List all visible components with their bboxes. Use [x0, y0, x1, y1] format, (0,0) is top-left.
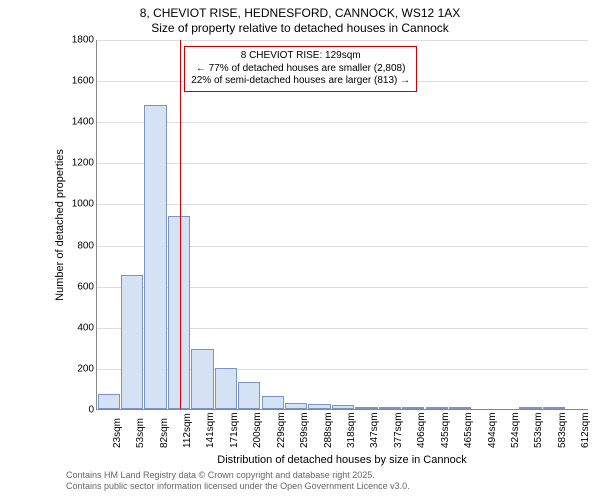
histogram-bar	[262, 396, 284, 409]
plot-area: 8 CHEVIOT RISE: 129sqm← 77% of detached …	[96, 40, 588, 410]
x-tick: 200sqm	[252, 412, 263, 448]
callout-box: 8 CHEVIOT RISE: 129sqm← 77% of detached …	[184, 46, 417, 92]
x-tick: 494sqm	[487, 412, 498, 448]
x-tick: 465sqm	[463, 412, 474, 448]
callout-line: 8 CHEVIOT RISE: 129sqm	[191, 50, 410, 63]
bars-group	[97, 40, 588, 409]
x-tick: 171sqm	[229, 412, 240, 448]
histogram-bar	[402, 407, 424, 409]
histogram-bar	[121, 275, 143, 409]
histogram-bar	[98, 394, 120, 409]
x-tick: 583sqm	[557, 412, 568, 448]
y-tick: 1000	[66, 199, 94, 210]
histogram-bar	[144, 105, 166, 409]
histogram-bar	[168, 216, 190, 409]
y-tick: 800	[66, 240, 94, 251]
x-tick: 318sqm	[346, 412, 357, 448]
y-tick: 1400	[66, 117, 94, 128]
x-tick: 141sqm	[205, 412, 216, 448]
y-tick: 1600	[66, 76, 94, 87]
y-tick: 200	[66, 363, 94, 374]
histogram-bar	[285, 403, 307, 409]
histogram-bar	[519, 407, 541, 409]
y-tick: 1800	[66, 35, 94, 46]
y-axis-label: Number of detached properties	[52, 40, 68, 410]
histogram-bar	[543, 407, 565, 409]
x-tick: 524sqm	[510, 412, 521, 448]
x-tick: 347sqm	[369, 412, 380, 448]
histogram-bar	[238, 382, 260, 409]
x-tick: 435sqm	[440, 412, 451, 448]
x-tick: 82sqm	[159, 418, 170, 448]
y-tick: 400	[66, 322, 94, 333]
callout-line: ← 77% of detached houses are smaller (2,…	[191, 63, 410, 76]
histogram-bar	[426, 407, 448, 409]
histogram-bar	[308, 404, 330, 409]
reference-line	[180, 40, 181, 409]
histogram-bar	[215, 368, 237, 409]
x-tick: 612sqm	[580, 412, 591, 448]
x-tick: 288sqm	[323, 412, 334, 448]
y-tick: 0	[66, 405, 94, 416]
callout-line: 22% of semi-detached houses are larger (…	[191, 75, 410, 88]
y-tick: 1200	[66, 158, 94, 169]
x-tick: 406sqm	[416, 412, 427, 448]
y-axis-ticks: 020040060080010001200140016001800	[68, 40, 96, 410]
x-tick: 259sqm	[299, 412, 310, 448]
y-tick: 600	[66, 281, 94, 292]
x-tick: 23sqm	[112, 418, 123, 448]
page-title-line1: 8, CHEVIOT RISE, HEDNESFORD, CANNOCK, WS…	[0, 0, 600, 20]
histogram-bar	[332, 405, 354, 409]
attribution-text: Contains HM Land Registry data © Crown c…	[66, 470, 410, 496]
chart-container: Number of detached properties 0200400600…	[48, 40, 588, 410]
histogram-bar	[191, 349, 213, 409]
histogram-bar	[379, 407, 401, 409]
x-tick: 377sqm	[393, 412, 404, 448]
x-tick: 53sqm	[135, 418, 146, 448]
x-axis-ticks: 23sqm 53sqm 82sqm 112sqm 141sqm 171sqm 200sqm 2…	[96, 410, 588, 450]
histogram-bar	[355, 407, 377, 409]
x-tick: 229sqm	[276, 412, 287, 448]
x-tick: 553sqm	[533, 412, 544, 448]
histogram-bar	[449, 407, 471, 409]
x-tick: 112sqm	[182, 413, 193, 448]
